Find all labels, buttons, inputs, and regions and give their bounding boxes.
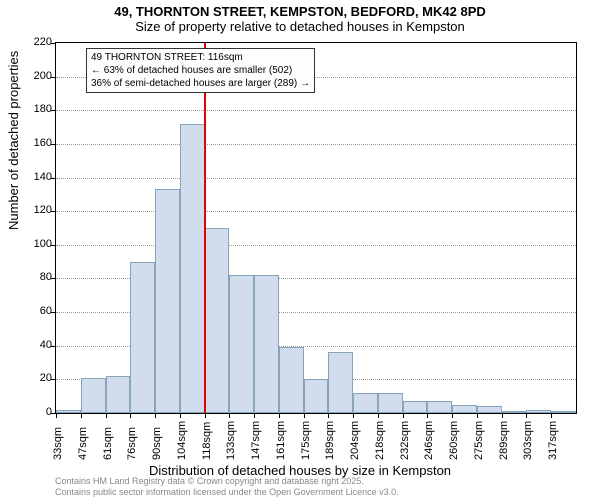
xtick-mark (353, 413, 354, 418)
xtick-mark (378, 413, 379, 418)
annotation-line3: 36% of semi-detached houses are larger (… (91, 77, 310, 90)
histogram-bar (279, 347, 304, 413)
ytick-label: 0 (22, 406, 52, 418)
xtick-label: 161sqm (275, 421, 287, 460)
chart-plot-area: 49 THORNTON STREET: 116sqm← 63% of detac… (55, 42, 577, 414)
ytick-label: 180 (22, 103, 52, 115)
ytick-label: 160 (22, 137, 52, 149)
xtick-mark (130, 413, 131, 418)
gridline (56, 144, 576, 146)
xtick-mark (551, 413, 552, 418)
histogram-bar (81, 378, 106, 413)
histogram-bar (427, 401, 452, 413)
xtick-mark (502, 413, 503, 418)
xtick-label: 61sqm (102, 427, 114, 460)
histogram-bar (551, 411, 576, 413)
xtick-mark (106, 413, 107, 418)
ytick-label: 80 (22, 271, 52, 283)
xtick-mark (56, 413, 57, 418)
ytick-label: 200 (22, 70, 52, 82)
xtick-mark (254, 413, 255, 418)
gridline (56, 211, 576, 213)
gridline (56, 178, 576, 180)
ytick-label: 120 (22, 204, 52, 216)
ytick-label: 140 (22, 171, 52, 183)
ytick-label: 40 (22, 339, 52, 351)
xtick-label: 133sqm (225, 421, 237, 460)
xtick-label: 204sqm (349, 421, 361, 460)
xtick-label: 260sqm (448, 421, 460, 460)
histogram-bar (526, 410, 551, 413)
xtick-label: 118sqm (201, 422, 213, 460)
xtick-label: 246sqm (423, 421, 435, 460)
chart-container: 49, THORNTON STREET, KEMPSTON, BEDFORD, … (0, 0, 600, 500)
histogram-bar (378, 393, 403, 413)
ytick-label: 100 (22, 238, 52, 250)
xtick-label: 232sqm (399, 421, 411, 460)
xtick-label: 33sqm (52, 427, 64, 460)
histogram-bar (229, 275, 254, 413)
gridline (56, 245, 576, 247)
xtick-label: 175sqm (300, 421, 312, 460)
xtick-mark (403, 413, 404, 418)
xtick-label: 289sqm (498, 421, 510, 460)
xtick-mark (427, 413, 428, 418)
footer-attribution: Contains HM Land Registry data © Crown c… (55, 476, 399, 498)
xtick-mark (81, 413, 82, 418)
histogram-bar (130, 262, 155, 413)
ytick-label: 20 (22, 372, 52, 384)
xtick-label: 76sqm (126, 427, 138, 460)
footer-line-1: Contains HM Land Registry data © Crown c… (55, 476, 399, 487)
histogram-bar (205, 228, 230, 413)
xtick-label: 275sqm (473, 421, 485, 460)
xtick-mark (304, 413, 305, 418)
histogram-bar (304, 379, 329, 413)
histogram-bar (180, 124, 205, 413)
histogram-bar (155, 189, 180, 413)
xtick-label: 218sqm (374, 421, 386, 460)
histogram-bar (452, 405, 477, 413)
marker-line (204, 43, 206, 413)
footer-line-2: Contains public sector information licen… (55, 487, 399, 498)
xtick-mark (526, 413, 527, 418)
title-main: 49, THORNTON STREET, KEMPSTON, BEDFORD, … (0, 0, 600, 19)
xtick-mark (477, 413, 478, 418)
annotation-line2: ← 63% of detached houses are smaller (50… (91, 64, 310, 77)
xtick-label: 90sqm (151, 427, 163, 460)
histogram-bar (353, 393, 378, 413)
gridline (56, 110, 576, 112)
ytick-label: 60 (22, 305, 52, 317)
xtick-mark (155, 413, 156, 418)
xtick-mark (279, 413, 280, 418)
ytick-label: 220 (22, 36, 52, 48)
xtick-label: 189sqm (324, 421, 336, 460)
xtick-mark (180, 413, 181, 418)
histogram-bar (56, 410, 81, 413)
title-sub: Size of property relative to detached ho… (0, 19, 600, 36)
annotation-box: 49 THORNTON STREET: 116sqm← 63% of detac… (86, 48, 315, 93)
xtick-label: 317sqm (547, 421, 559, 460)
histogram-bar (254, 275, 279, 413)
xtick-label: 303sqm (522, 421, 534, 460)
histogram-bar (403, 401, 428, 413)
xtick-label: 147sqm (250, 421, 262, 460)
xtick-mark (229, 413, 230, 418)
xtick-mark (205, 413, 206, 418)
histogram-bar (328, 352, 353, 413)
histogram-bar (502, 411, 527, 413)
histogram-bar (477, 406, 502, 413)
y-axis-label: Number of detached properties (6, 51, 21, 230)
xtick-mark (328, 413, 329, 418)
xtick-mark (452, 413, 453, 418)
xtick-label: 47sqm (77, 427, 89, 460)
annotation-line1: 49 THORNTON STREET: 116sqm (91, 51, 310, 64)
histogram-bar (106, 376, 131, 413)
xtick-label: 104sqm (176, 421, 188, 460)
